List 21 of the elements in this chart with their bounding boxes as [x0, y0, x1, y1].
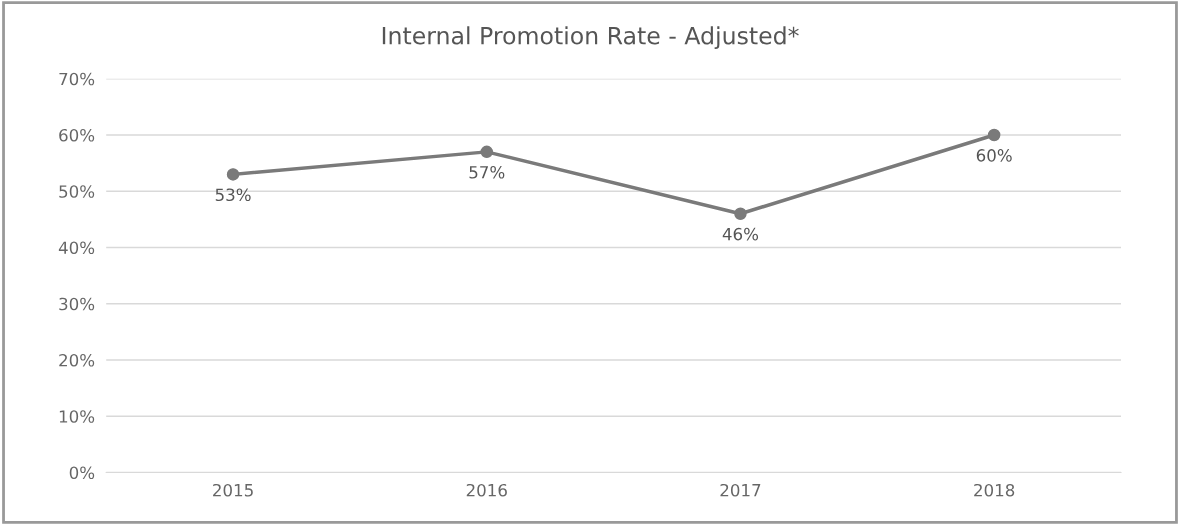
x-tick-label: 2017 — [720, 483, 761, 497]
data-label: 46% — [722, 227, 759, 241]
x-tick-label: 2016 — [466, 483, 507, 497]
x-tick-label: 2018 — [974, 483, 1015, 497]
y-tick-label: 20% — [59, 353, 95, 367]
y-tick-label: 0% — [69, 466, 95, 480]
x-tick-label: 2015 — [213, 483, 253, 497]
y-tick-label: 10% — [59, 410, 95, 423]
data-label: 53% — [215, 188, 251, 202]
point — [226, 168, 240, 181]
y-tick-label: 30% — [59, 297, 95, 311]
y-tick-label: 70% — [59, 72, 95, 86]
data-label: 60% — [976, 149, 1012, 162]
chart-title: Internal Promotion Rate - Adjusted* — [382, 26, 799, 50]
point — [734, 207, 747, 221]
point — [987, 128, 1001, 142]
point — [480, 145, 494, 159]
y-tick-label: 50% — [59, 185, 95, 198]
data-label: 57% — [469, 165, 505, 179]
y-tick-label: 40% — [58, 241, 95, 255]
y-tick-label: 60% — [59, 128, 95, 142]
